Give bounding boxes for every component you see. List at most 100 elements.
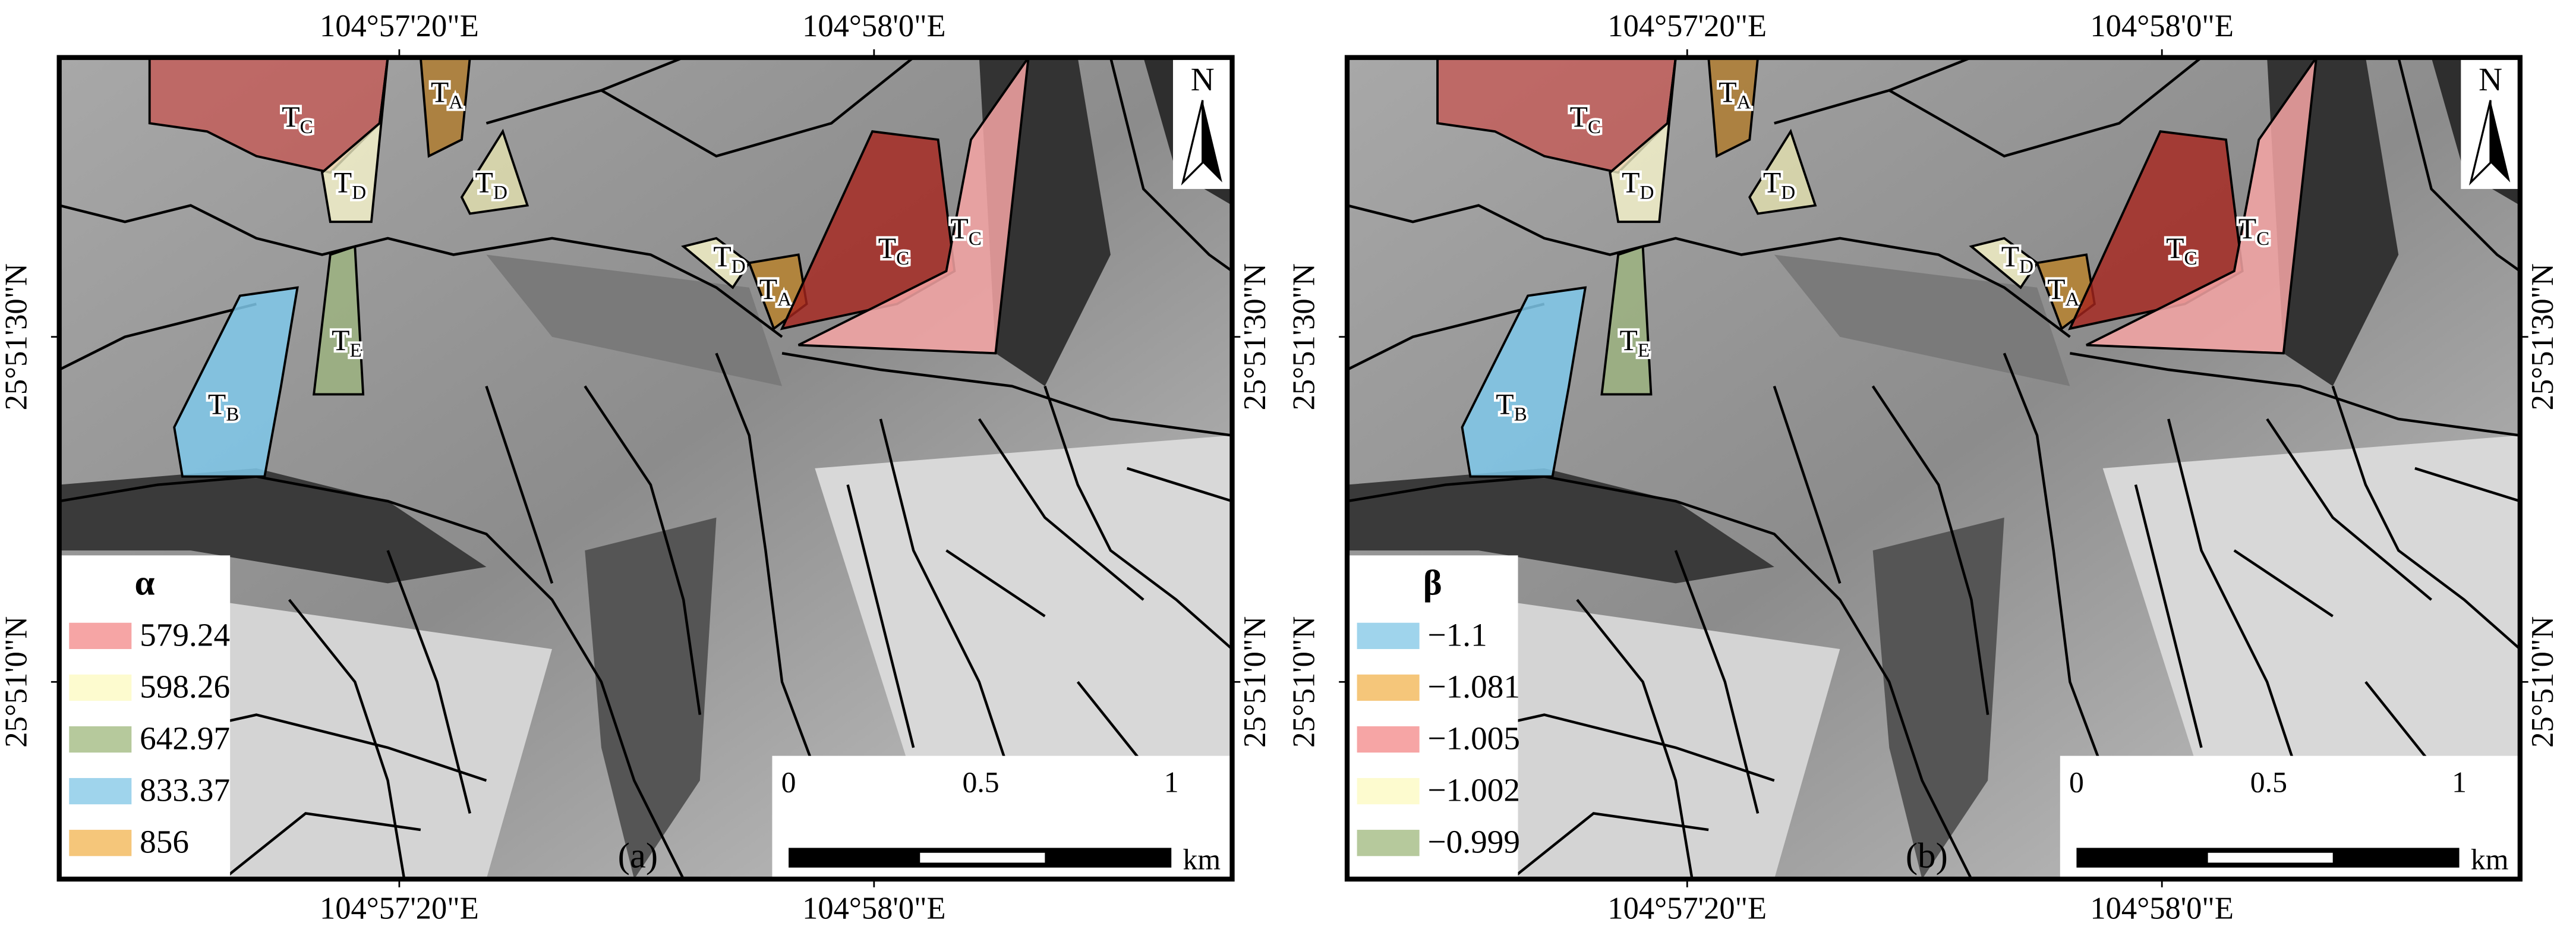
zone-label-main: T <box>950 212 968 245</box>
zone-label: TC <box>950 212 982 250</box>
zone <box>797 56 1030 355</box>
zone-label: TE <box>332 324 362 361</box>
zone-label-sub: D <box>352 181 366 203</box>
legend-swatch <box>1357 726 1420 753</box>
zone-label: TA <box>431 75 463 113</box>
bottom-coord-label: 104°57'20"E <box>320 891 479 925</box>
zone-label-sub: C <box>2184 247 2197 269</box>
zone <box>1461 286 1587 478</box>
legend-label: −1.081 <box>1427 669 1520 705</box>
zone-label: TC <box>2238 212 2270 250</box>
zone-label: TB <box>208 388 239 426</box>
zone-label-main: T <box>1622 166 1639 199</box>
zone <box>173 286 299 478</box>
zone-label-sub: A <box>777 288 792 310</box>
zone-label-main: T <box>2047 273 2065 306</box>
legend-swatch <box>69 674 132 701</box>
zone <box>1748 128 1817 215</box>
top-coord-label: 104°58'0"E <box>802 9 946 43</box>
left-coord-label: 25°51'30"N <box>0 263 33 410</box>
zone-label: TD <box>713 240 745 278</box>
zone <box>2086 56 2318 355</box>
top-coord-label: 104°57'20"E <box>1607 9 1767 43</box>
zone-label-sub: A <box>1737 91 1751 113</box>
zone-label-main: T <box>878 232 896 265</box>
frame <box>1344 55 2523 882</box>
legend-label: 642.97 <box>140 720 230 757</box>
right-coord-label: 25°51'30"N <box>2525 263 2560 410</box>
zone-label-main: T <box>2001 240 2019 273</box>
scale-tick-label: 0.5 <box>2250 766 2287 798</box>
zone-label: TC <box>2166 232 2197 269</box>
legend-swatch <box>69 622 132 649</box>
zone-label-sub: C <box>969 228 982 250</box>
scale-tick-label: 1 <box>2452 766 2467 798</box>
zone-label: TA <box>1719 75 1751 113</box>
scale-unit: km <box>2471 843 2509 876</box>
panel-tag: (b) <box>1906 836 1948 876</box>
zone-label-main: T <box>759 273 777 306</box>
legend-swatch <box>69 777 132 805</box>
zone-label: TE <box>1619 324 1650 361</box>
legend-swatch <box>1357 830 1420 857</box>
zone <box>1609 57 1677 223</box>
zone-label-sub: A <box>449 91 463 113</box>
legend-box <box>1347 555 1518 879</box>
zone-label-sub: E <box>1638 339 1650 361</box>
zone-label-sub: E <box>350 339 362 361</box>
zone <box>1600 245 1653 396</box>
scale-tick-label: 0 <box>781 766 796 798</box>
scale-tick-label: 0 <box>2069 766 2084 798</box>
zone-label-sub: A <box>2066 288 2080 310</box>
legend-label: 833.37 <box>140 772 230 808</box>
scale-tick-label: 0.5 <box>962 766 999 798</box>
zone-label-main: T <box>1570 100 1588 133</box>
zone-label: TC <box>1570 100 1601 138</box>
zone <box>460 128 529 215</box>
zone-label: TC <box>878 232 910 269</box>
legend-label: −0.999 <box>1427 824 1520 860</box>
legend-label: −1.002 <box>1427 772 1520 808</box>
zone-label: TB <box>1496 388 1527 426</box>
zone-label-main: T <box>1719 75 1736 108</box>
legend-box <box>59 555 231 879</box>
north-arrow-right <box>1202 100 1222 182</box>
scale-tick-label: 1 <box>1164 766 1179 798</box>
legend-label: −1.005 <box>1427 720 1520 757</box>
right-coord-label: 25°51'0"N <box>2525 616 2560 748</box>
legend-label: −1.1 <box>1427 616 1487 653</box>
zone-label-main: T <box>1763 166 1781 199</box>
zone-label: TD <box>334 166 366 203</box>
top-coord-label: 104°58'0"E <box>2090 9 2234 43</box>
legend-label: 856 <box>140 824 189 860</box>
zone-label: TD <box>1622 166 1654 203</box>
zone-label-main: T <box>2166 232 2184 265</box>
scale-bar-white <box>920 852 1045 863</box>
top-coord-label: 104°57'20"E <box>320 9 479 43</box>
legend-swatch <box>69 830 132 857</box>
bottom-coord-label: 104°57'20"E <box>1607 891 1767 925</box>
zone-label-sub: B <box>1514 404 1527 426</box>
right-coord-label: 25°51'0"N <box>1238 616 1272 748</box>
legend-swatch <box>1357 777 1420 805</box>
left-coord-label: 25°51'0"N <box>0 616 33 748</box>
north-label: N <box>1191 61 1215 97</box>
zone-label-sub: C <box>1588 116 1601 138</box>
left-coord-label: 25°51'0"N <box>1287 616 1322 748</box>
scale-unit: km <box>1183 843 1221 876</box>
zone-label-sub: B <box>226 404 239 426</box>
legend-label: 579.24 <box>140 616 230 653</box>
legend-title: β <box>1423 563 1442 603</box>
legend-label: 598.26 <box>140 669 230 705</box>
frame <box>56 55 1235 882</box>
zone-label-main: T <box>332 324 349 357</box>
zone-label: TD <box>1763 166 1795 203</box>
panel-tag: (a) <box>618 836 658 876</box>
scale-bar-white <box>2208 852 2333 863</box>
zone-label-sub: C <box>300 116 313 138</box>
zone-label-main: T <box>1496 388 1514 421</box>
zone-label-main: T <box>334 166 352 199</box>
zone-label-main: T <box>431 75 449 108</box>
